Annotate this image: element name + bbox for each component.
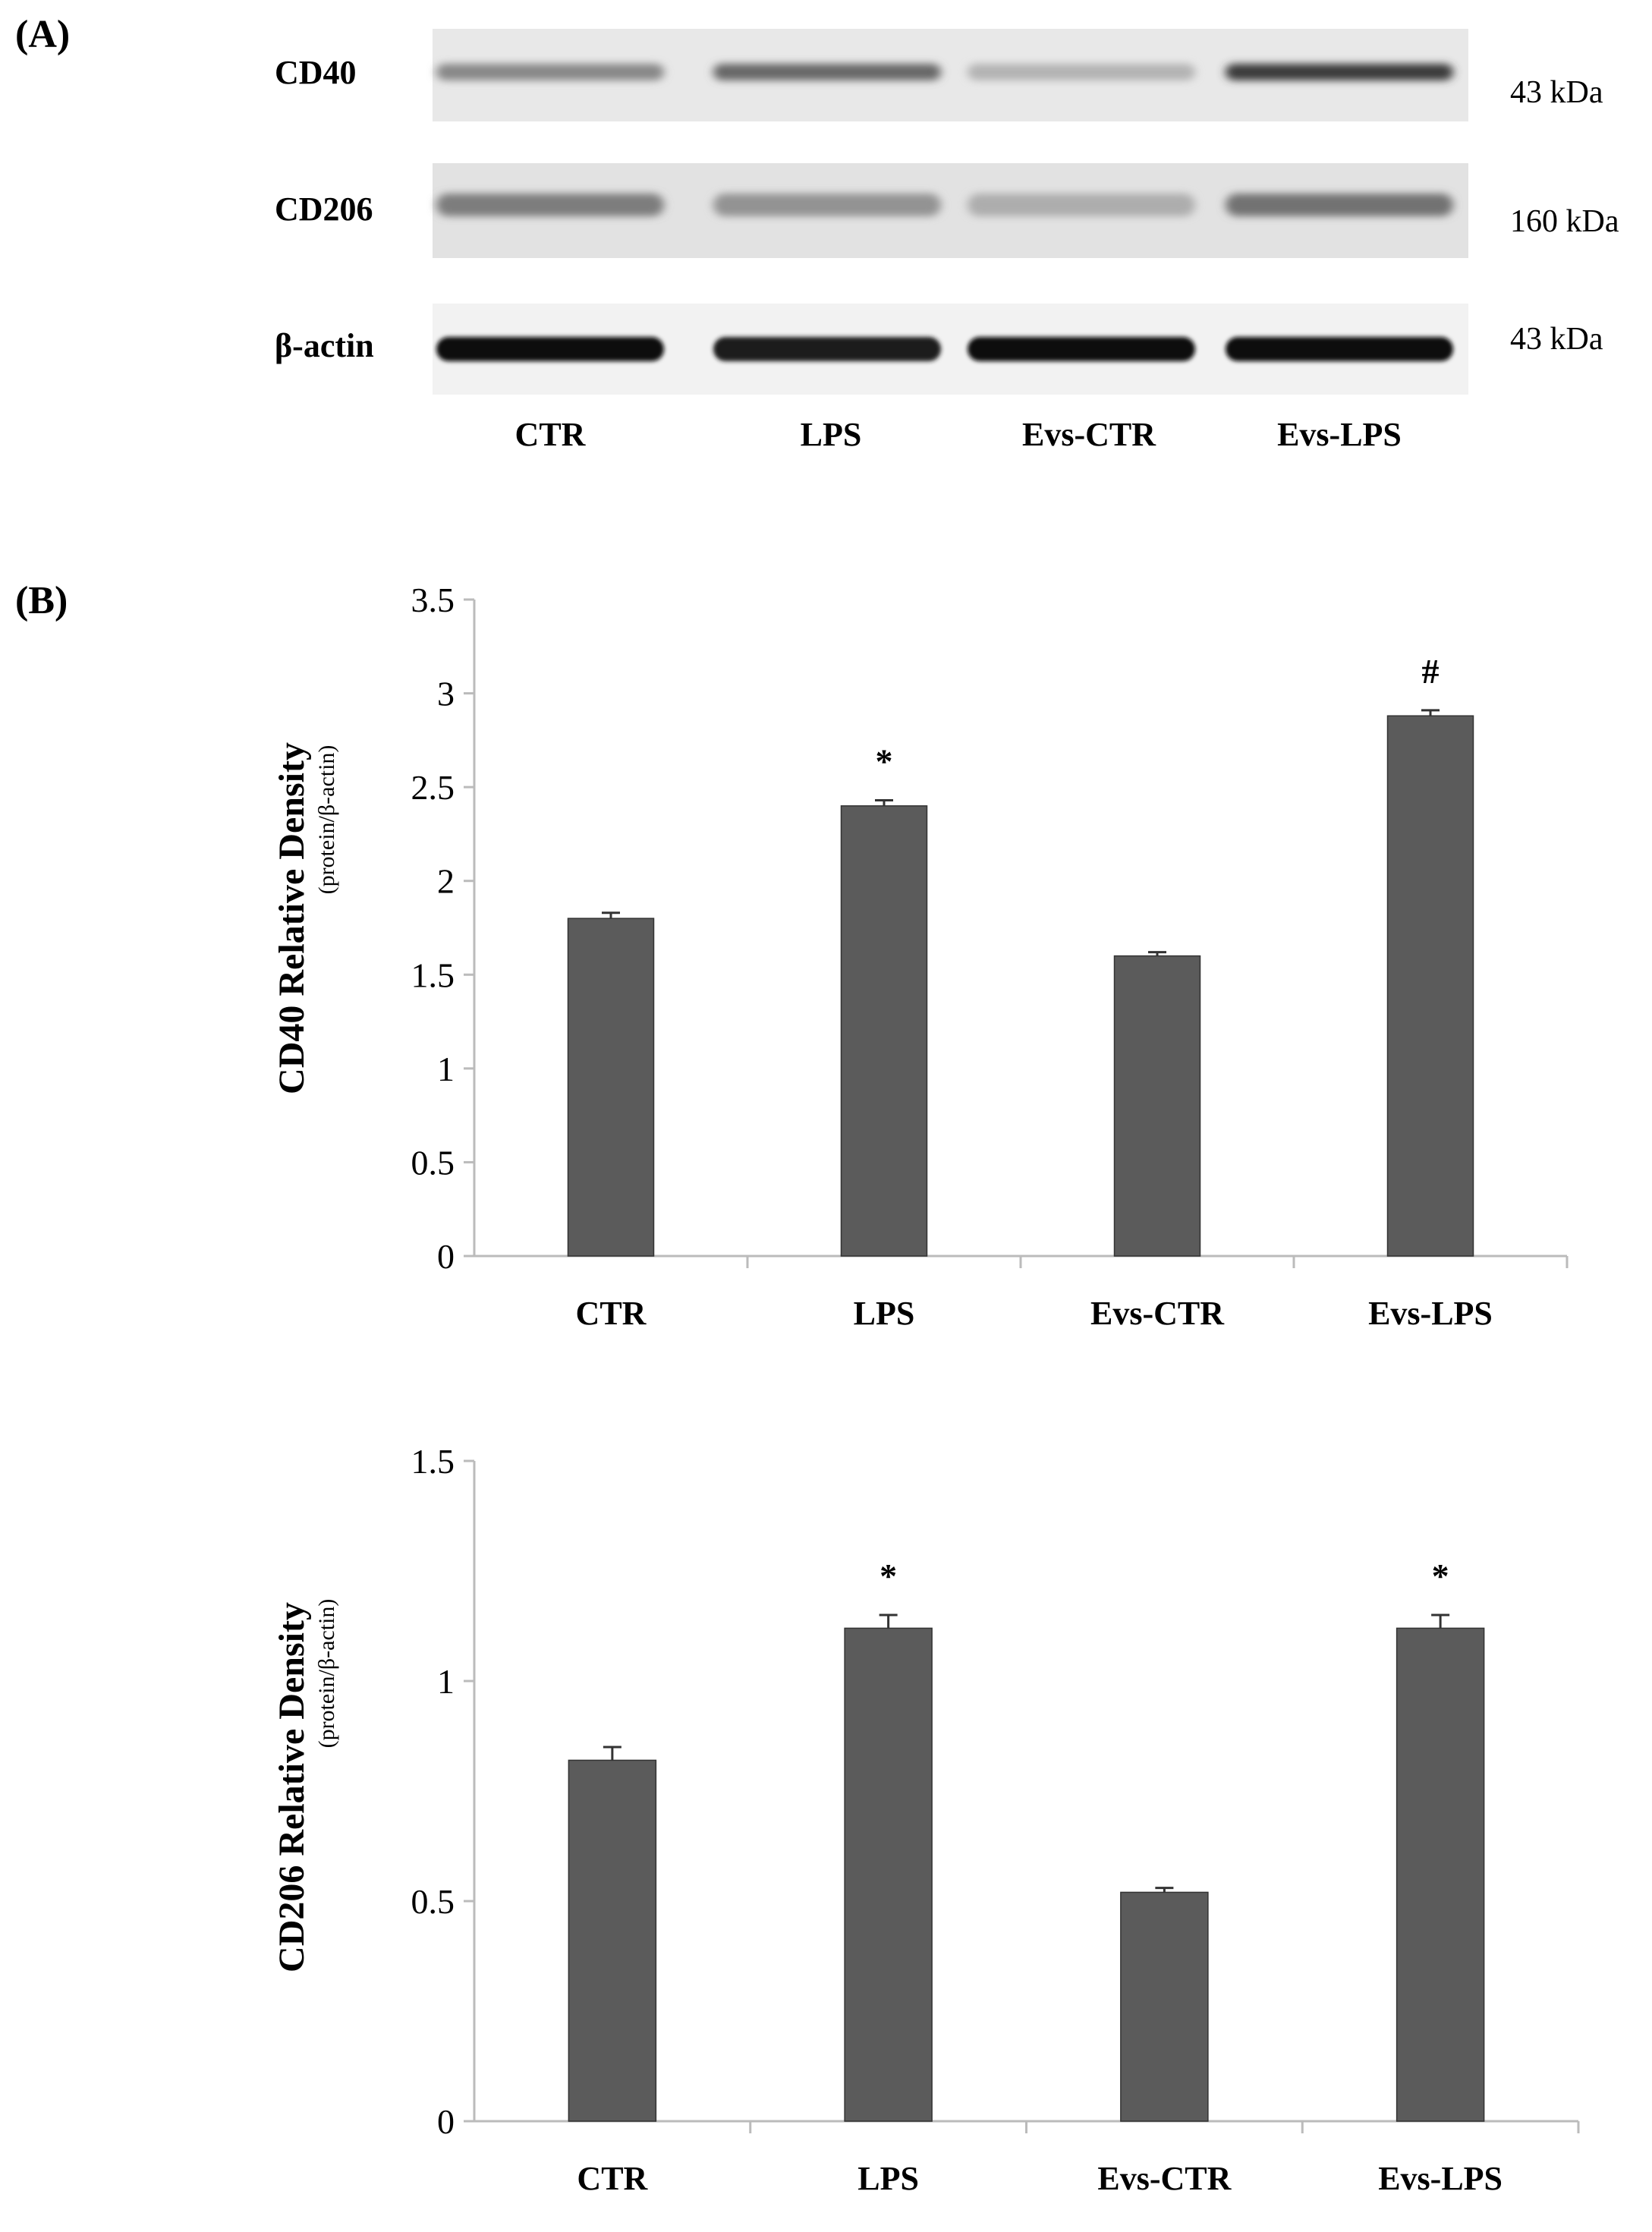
- y-tick-label: 2: [437, 862, 455, 901]
- band-cd40-evs-lps: [1226, 64, 1453, 80]
- bar-evs-ctr: [1113, 955, 1201, 1257]
- category-label-ctr: CTR: [576, 1295, 647, 1332]
- bar-ctr: [568, 1759, 657, 2122]
- significance-marker-lps: *: [879, 1557, 897, 1595]
- blot-lane-label-ctr: CTR: [515, 416, 587, 453]
- y-tick-label: 1.5: [411, 955, 455, 994]
- band-cd206-ctr: [436, 194, 664, 216]
- y-axis-label: CD206 Relative Density: [272, 1602, 312, 1972]
- y-tick-label: 0.5: [411, 1143, 455, 1182]
- y-tick-label: 0: [437, 1237, 455, 1276]
- y-tick-label: 1: [437, 1050, 455, 1088]
- panel-a-label: (A): [15, 13, 70, 56]
- bar-evs-ctr: [1120, 1891, 1209, 2122]
- category-label-ctr: CTR: [577, 2160, 648, 2197]
- blot-kda-cd206: 160 kDa: [1510, 204, 1619, 239]
- cd206-bar-chart: 0 0.5 1 1.5 CTR * LPS Evs-CTR * Evs-LPS CD206 Rela…: [272, 1442, 1580, 2197]
- blot-kda-cd40: 43 kDa: [1510, 75, 1603, 110]
- y-tick-label: 1: [437, 1662, 455, 1701]
- y-tick-label: 3: [437, 675, 455, 713]
- band-actin-ctr: [436, 337, 664, 361]
- band-cd206-evs-ctr: [968, 194, 1195, 216]
- blot-label-cd206: CD206: [275, 190, 373, 228]
- category-label-lps: LPS: [857, 2160, 919, 2197]
- bar-evs-lps: [1386, 715, 1474, 1257]
- band-cd206-evs-lps: [1226, 194, 1453, 216]
- blot-lane-label-lps: LPS: [801, 416, 862, 453]
- y-axis-label: CD40 Relative Density: [272, 742, 312, 1094]
- bar-lps: [840, 805, 928, 1257]
- cd40-bar-chart: 0 0.5 1 1.5 2 2.5 3 3.5 CTR * LPS Evs-CTR # Evs-LPS CD…: [272, 581, 1569, 1332]
- blot-label-actin: β-actin: [275, 327, 374, 364]
- y-tick-label: 0: [437, 2102, 455, 2141]
- band-cd40-lps: [713, 64, 941, 80]
- band-actin-evs-lps: [1226, 337, 1453, 361]
- blot-lane-label-evs-ctr: Evs-CTR: [1022, 416, 1156, 453]
- blot-label-cd40: CD40: [275, 54, 357, 91]
- band-cd40-evs-ctr: [968, 64, 1195, 80]
- category-label-evs-lps: Evs-LPS: [1368, 1295, 1493, 1332]
- y-axis-sublabel: (protein/β-actin): [314, 745, 339, 895]
- panel-b-label: (B): [15, 579, 68, 622]
- band-actin-lps: [713, 337, 941, 361]
- blot-lane-label-evs-lps: Evs-LPS: [1277, 416, 1402, 453]
- category-label-evs-lps: Evs-LPS: [1378, 2160, 1503, 2197]
- y-tick-label: 3.5: [411, 581, 455, 619]
- blot-kda-actin: 43 kDa: [1510, 322, 1603, 357]
- category-label-evs-ctr: Evs-CTR: [1097, 2160, 1232, 2197]
- band-actin-evs-ctr: [968, 337, 1195, 361]
- significance-marker-evs-lps: *: [1432, 1557, 1449, 1595]
- bar-evs-lps: [1396, 1627, 1485, 2122]
- bar-lps: [844, 1627, 933, 2122]
- band-cd40-ctr: [436, 64, 664, 80]
- bar-ctr: [567, 918, 655, 1257]
- category-label-lps: LPS: [854, 1295, 915, 1332]
- western-blot: CD40 43 kDa CD206 160 kDa β-actin 43 kDa CTR LP…: [275, 29, 1619, 453]
- y-axis-sublabel: (protein/β-actin): [314, 1599, 339, 1749]
- y-tick-label: 0.5: [411, 1882, 455, 1921]
- y-tick-label: 1.5: [411, 1442, 455, 1481]
- category-label-evs-ctr: Evs-CTR: [1090, 1295, 1225, 1332]
- significance-marker-lps: *: [876, 741, 893, 780]
- significance-marker-evs-lps: #: [1422, 652, 1440, 691]
- band-cd206-lps: [713, 194, 941, 216]
- y-tick-label: 2.5: [411, 768, 455, 807]
